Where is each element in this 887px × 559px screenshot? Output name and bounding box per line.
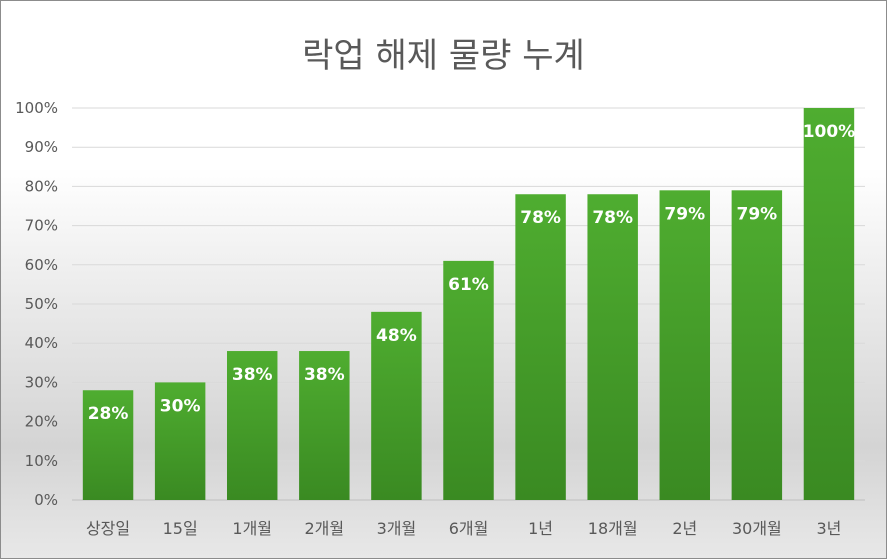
data-label: 78% <box>520 208 561 228</box>
bars <box>82 108 855 501</box>
y-axis-ticks: 0% 10% 20% 30% 40% 50% 60% 70% 80% 90% 100% <box>15 99 58 509</box>
data-label: 38% <box>304 365 345 385</box>
x-category-label: 15일 <box>163 519 198 538</box>
x-category-label: 2년 <box>672 519 697 538</box>
y-tick-label: 70% <box>25 217 58 235</box>
data-label: 30% <box>160 396 201 416</box>
data-label: 48% <box>376 326 417 346</box>
bar <box>515 194 566 501</box>
y-tick-label: 60% <box>25 256 58 274</box>
x-axis-categories: 상장일 15일 1개월 2개월 3개월 6개월 1년 18개월 2년 30개월 3년 <box>86 519 841 538</box>
bar <box>154 382 206 500</box>
bar <box>587 194 638 501</box>
y-tick-label: 40% <box>25 334 58 352</box>
data-label: 61% <box>448 275 489 295</box>
data-labels: 28% 30% 38% 38% 48% 61% 78% 78% 79% 79% 100% <box>88 122 856 424</box>
data-label: 38% <box>232 365 273 385</box>
y-tick-label: 30% <box>25 373 58 391</box>
bar <box>371 311 422 500</box>
y-tick-label: 80% <box>25 177 58 195</box>
x-category-label: 30개월 <box>732 519 782 538</box>
bar <box>82 390 134 500</box>
chart-title: 락업 해제 물량 누계 <box>302 36 585 76</box>
x-category-label: 3년 <box>817 519 842 538</box>
bar <box>299 351 350 500</box>
y-tick-label: 20% <box>25 413 58 431</box>
y-tick-label: 50% <box>25 295 58 313</box>
data-label: 100% <box>803 122 856 142</box>
y-tick-label: 90% <box>25 138 58 156</box>
y-tick-label: 100% <box>15 99 58 117</box>
data-label: 79% <box>737 204 778 224</box>
bar <box>226 351 278 500</box>
bar <box>731 190 783 500</box>
x-category-label: 1년 <box>528 519 553 538</box>
x-category-label: 18개월 <box>588 519 638 538</box>
data-label: 28% <box>88 404 129 424</box>
x-category-label: 2개월 <box>305 519 345 538</box>
bar <box>659 190 711 500</box>
y-tick-label: 10% <box>25 452 58 470</box>
data-label: 78% <box>592 208 633 228</box>
x-category-label: 3개월 <box>377 519 417 538</box>
data-label: 79% <box>664 204 705 224</box>
bar <box>443 260 494 500</box>
x-category-label: 1개월 <box>232 519 272 538</box>
x-category-label: 6개월 <box>449 519 489 538</box>
x-category-label: 상장일 <box>86 519 130 538</box>
bar <box>803 108 855 500</box>
y-tick-label: 0% <box>34 491 58 509</box>
